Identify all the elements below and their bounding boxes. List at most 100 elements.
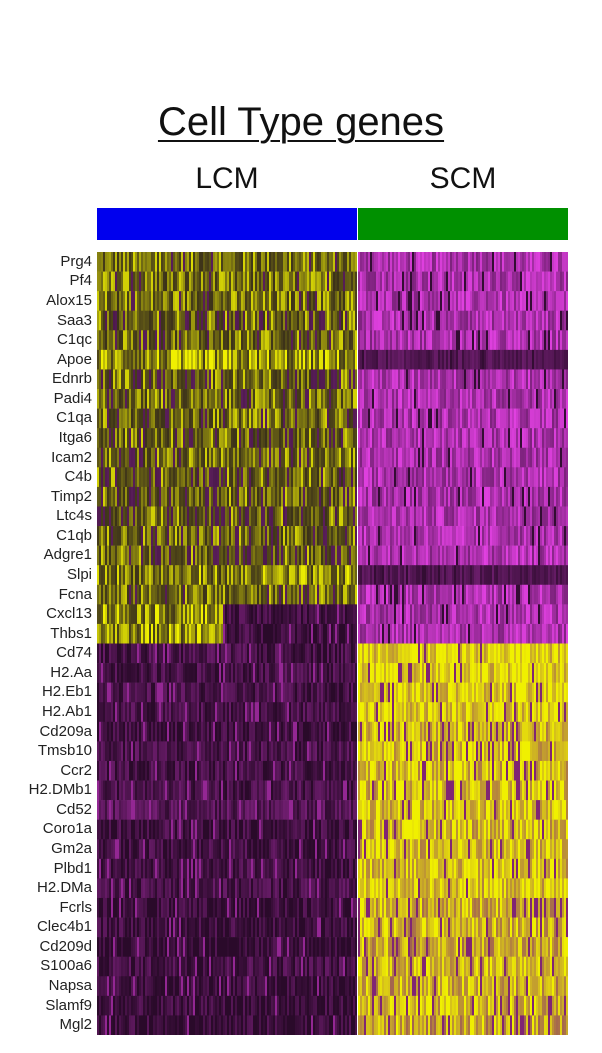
heatmap-cell: [277, 291, 279, 311]
heatmap-cell: [299, 565, 301, 585]
heatmap-cell: [173, 604, 175, 624]
heatmap-cell: [275, 624, 277, 644]
heatmap-cell: [390, 272, 392, 292]
heatmap-cell: [494, 252, 496, 272]
heatmap-cell: [165, 506, 167, 526]
heatmap-cell: [215, 389, 217, 409]
heatmap-cell: [185, 369, 187, 389]
heatmap-cell: [185, 487, 187, 507]
heatmap-cell: [343, 467, 345, 487]
heatmap-cell: [420, 291, 422, 311]
heatmap-cell: [257, 272, 259, 292]
heatmap-cell: [111, 252, 113, 272]
heatmap-cell: [147, 467, 149, 487]
heatmap-cell: [325, 487, 327, 507]
heatmap-cell: [329, 369, 331, 389]
heatmap-cell: [129, 585, 131, 605]
heatmap-cell: [135, 311, 137, 331]
heatmap-cell: [380, 311, 382, 331]
heatmap-cell: [269, 604, 271, 624]
heatmap-cell: [173, 272, 175, 292]
heatmap-cell: [219, 604, 221, 624]
heatmap-cell: [532, 546, 534, 566]
heatmap-cell: [163, 311, 165, 331]
heatmap-cell: [307, 487, 309, 507]
heatmap-cell: [542, 272, 544, 292]
heatmap-cell: [253, 585, 255, 605]
heatmap-cell: [442, 506, 444, 526]
heatmap-cell: [289, 350, 291, 370]
heatmap-cell: [542, 546, 544, 566]
heatmap-cell: [424, 487, 426, 507]
heatmap-cell: [400, 467, 402, 487]
heatmap-cell: [372, 448, 374, 468]
heatmap-cell: [514, 252, 516, 272]
heatmap-cell: [219, 624, 221, 644]
heatmap-cell: [239, 448, 241, 468]
heatmap-cell: [566, 369, 568, 389]
heatmap-cell: [195, 526, 197, 546]
heatmap-cell: [530, 565, 532, 585]
heatmap-cell: [358, 369, 360, 389]
gene-label-plbd1: Plbd1: [54, 861, 92, 876]
heatmap-row-c1qb: [97, 526, 568, 546]
heatmap-cell: [414, 467, 416, 487]
heatmap-cell: [119, 369, 121, 389]
heatmap-cell: [333, 330, 335, 350]
heatmap-cell: [528, 291, 530, 311]
heatmap-cell: [183, 487, 185, 507]
heatmap-cell: [432, 526, 434, 546]
heatmap-cell: [396, 252, 398, 272]
heatmap-cell: [233, 448, 235, 468]
heatmap-cell: [380, 389, 382, 409]
heatmap-cell: [229, 350, 231, 370]
heatmap-cell: [319, 330, 321, 350]
heatmap-cell: [460, 428, 462, 448]
heatmap-cell: [325, 428, 327, 448]
heatmap-cell: [201, 369, 203, 389]
heatmap-cell: [271, 526, 273, 546]
heatmap-cell: [444, 624, 446, 644]
heatmap-cell: [554, 252, 556, 272]
heatmap-cell: [440, 565, 442, 585]
heatmap-cell: [181, 409, 183, 429]
heatmap-cell: [378, 311, 380, 331]
heatmap-cell: [187, 428, 189, 448]
heatmap-cell: [392, 546, 394, 566]
heatmap-cell: [159, 252, 161, 272]
heatmap-cell: [370, 350, 372, 370]
heatmap-cell: [99, 291, 101, 311]
heatmap-cell: [426, 389, 428, 409]
heatmap-cell: [562, 330, 564, 350]
heatmap-cell: [135, 585, 137, 605]
heatmap-cell: [235, 252, 237, 272]
heatmap-cell: [428, 311, 430, 331]
heatmap-cell: [249, 311, 251, 331]
heatmap-cell: [466, 291, 468, 311]
heatmap-cell: [556, 585, 558, 605]
heatmap-cell: [430, 506, 432, 526]
heatmap-cell: [400, 350, 402, 370]
heatmap-cell: [456, 291, 458, 311]
heatmap-cell: [185, 506, 187, 526]
heatmap-cell: [448, 272, 450, 292]
heatmap-cell: [213, 624, 215, 644]
heatmap-cell: [339, 272, 341, 292]
heatmap-cell: [209, 428, 211, 448]
heatmap-cell: [169, 389, 171, 409]
heatmap-cell: [460, 272, 462, 292]
heatmap-cell: [247, 644, 249, 664]
heatmap-cell: [125, 389, 127, 409]
heatmap-cell: [269, 409, 271, 429]
heatmap-cell: [329, 350, 331, 370]
heatmap-cell: [408, 585, 410, 605]
heatmap-cell: [145, 448, 147, 468]
gene-label-icam2: Icam2: [51, 450, 92, 465]
heatmap-cell: [115, 506, 117, 526]
heatmap-cell: [217, 409, 219, 429]
heatmap-cell: [265, 330, 267, 350]
heatmap-cell: [145, 389, 147, 409]
heatmap-cell: [498, 644, 500, 664]
heatmap-cell: [400, 272, 402, 292]
heatmap-cell: [337, 272, 339, 292]
